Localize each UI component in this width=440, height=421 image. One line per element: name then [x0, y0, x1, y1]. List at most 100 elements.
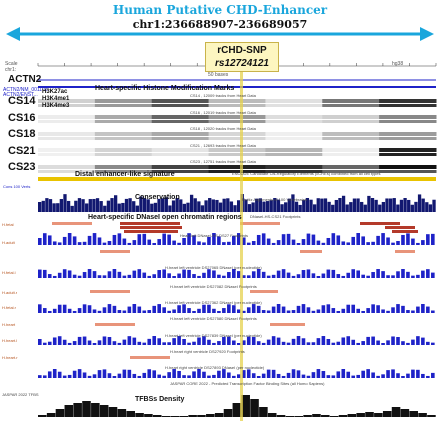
dnase-signal-bar — [177, 371, 181, 378]
tfbs-density-bar — [294, 416, 304, 417]
dnase-signal-bar — [82, 272, 87, 278]
histone-segment — [151, 115, 210, 119]
dnase-signal-bar — [157, 270, 161, 278]
conservation-bar — [222, 198, 226, 212]
histone-segment — [322, 120, 380, 123]
dnase-signal-bar — [406, 233, 410, 245]
dnase-signal-bar — [291, 369, 296, 378]
conservation-bar — [302, 200, 306, 212]
dnase-signal-bar — [137, 234, 142, 245]
dnase-signal-bar — [301, 239, 306, 245]
dnase-signal-bar — [167, 310, 171, 313]
dnase-signal-bar — [167, 273, 171, 278]
dnase-signal-bar — [237, 233, 241, 245]
dnase-signal-bar — [232, 305, 236, 313]
dnase-caption-6: H.heart left ventricle DS27839 DNaseI (p… — [165, 333, 262, 338]
dnase-signal-bar — [296, 274, 301, 278]
dnase-signal-bar — [72, 341, 77, 345]
dnase-signal-bar — [411, 275, 415, 278]
dnase-signal-bar — [127, 336, 132, 345]
dnase-signal-bar — [286, 372, 291, 378]
dnase-signal-bar — [187, 269, 191, 278]
dnase-signal-bar — [361, 236, 365, 245]
dnase-signal-bar — [202, 336, 206, 345]
dnase-signal-bar — [261, 233, 266, 245]
dnase-signal-bar — [326, 375, 331, 378]
conservation-bar — [81, 199, 85, 212]
dnase-signal-bar — [421, 373, 425, 378]
side-label-5: H.heart — [2, 322, 16, 327]
dnase-signal-bar — [426, 341, 430, 345]
dnase-signal-bar — [197, 308, 201, 313]
cs18-caption: CS18 , 12020 tracks from Heart Data — [190, 126, 256, 131]
histone-segment — [94, 170, 153, 173]
conservation-bar — [179, 199, 183, 212]
dnase-signal-bar — [232, 269, 236, 278]
dnase-signal-bar — [271, 336, 276, 345]
dnase-signal-bar — [217, 341, 221, 345]
dnase-signal-bar — [57, 242, 62, 245]
conservation-bar — [345, 204, 349, 212]
dnase-signal-bar — [376, 305, 380, 313]
tfbs-density-bar — [418, 413, 427, 417]
dnase-signal-bar — [331, 375, 336, 378]
dnase-signal-bar — [192, 341, 196, 345]
tfbs-density-bar — [126, 411, 135, 417]
histone-segment — [265, 104, 323, 107]
dnase-signal-bar — [321, 305, 326, 313]
tfbs-density-bar — [382, 411, 392, 417]
dnase-signal-bar — [301, 374, 306, 378]
conservation-bar — [298, 204, 302, 212]
footprint-block — [300, 250, 322, 253]
conservation-bar — [396, 204, 400, 212]
tfbs-density-bar — [409, 411, 419, 417]
dnase-signal-bar — [266, 310, 271, 313]
tfbs-density-bar — [108, 407, 118, 417]
dnase-signal-bar — [366, 242, 370, 245]
snp-callout: rCHD-SNP rs12724121 — [205, 42, 279, 72]
dnase-signal-bar — [401, 234, 405, 245]
dnase-signal-bar — [157, 239, 161, 245]
dnase-signal-bar — [241, 370, 246, 378]
tfbs-title: TFBSs Density — [135, 396, 185, 403]
histone-segment — [38, 115, 96, 119]
tfbs-caption: JASPAR CORE 2022 - Predicted Transcripti… — [170, 381, 325, 386]
dnase-signal-bar — [326, 237, 331, 245]
dnase-signal-bar — [376, 235, 380, 245]
dnase-signal-bar — [341, 369, 346, 378]
dnase-signal-bar — [217, 236, 221, 245]
conservation-bar — [388, 198, 393, 212]
dnase-signal-bar — [336, 235, 341, 245]
dnase-signal-bar — [132, 373, 137, 378]
dnase-signal-bar — [172, 309, 176, 313]
histone-segment — [379, 148, 437, 152]
conservation-bar — [99, 201, 103, 212]
dnase-signal-bar — [117, 373, 122, 378]
conservation-bar — [392, 198, 396, 212]
conservation-bar — [74, 200, 78, 212]
dnase-signal-bar — [182, 304, 186, 313]
dnase-signal-bar — [142, 272, 147, 278]
tfbs-density-bar — [144, 414, 153, 417]
dnase-signal-bar — [187, 308, 191, 313]
tfbs-density-bar — [170, 416, 180, 417]
dnase-signal-bar — [396, 304, 400, 313]
dnase-signal-bar — [202, 371, 206, 378]
conservation-bar — [95, 198, 100, 212]
dnase-signal-bar — [356, 308, 360, 313]
dnase-signal-bar — [276, 304, 281, 313]
histone-segment — [265, 132, 323, 136]
dnase-signal-bar — [281, 269, 286, 278]
conservation-bar — [291, 194, 295, 212]
dnase-signal-bar — [102, 336, 107, 345]
dnase-signal-bar — [331, 342, 336, 345]
dnase-signal-bar — [107, 337, 112, 345]
dnase-signal-bar — [246, 336, 251, 345]
dnase-signal-bar — [62, 339, 67, 345]
dnase-signal-bar — [62, 236, 67, 245]
snp-position-line — [240, 72, 243, 421]
row-label-cs18: CS18 — [8, 128, 36, 140]
dnase-signal-bar — [172, 369, 176, 378]
dnase-signal-bar — [212, 270, 216, 278]
dnase-signal-bar — [261, 310, 266, 313]
